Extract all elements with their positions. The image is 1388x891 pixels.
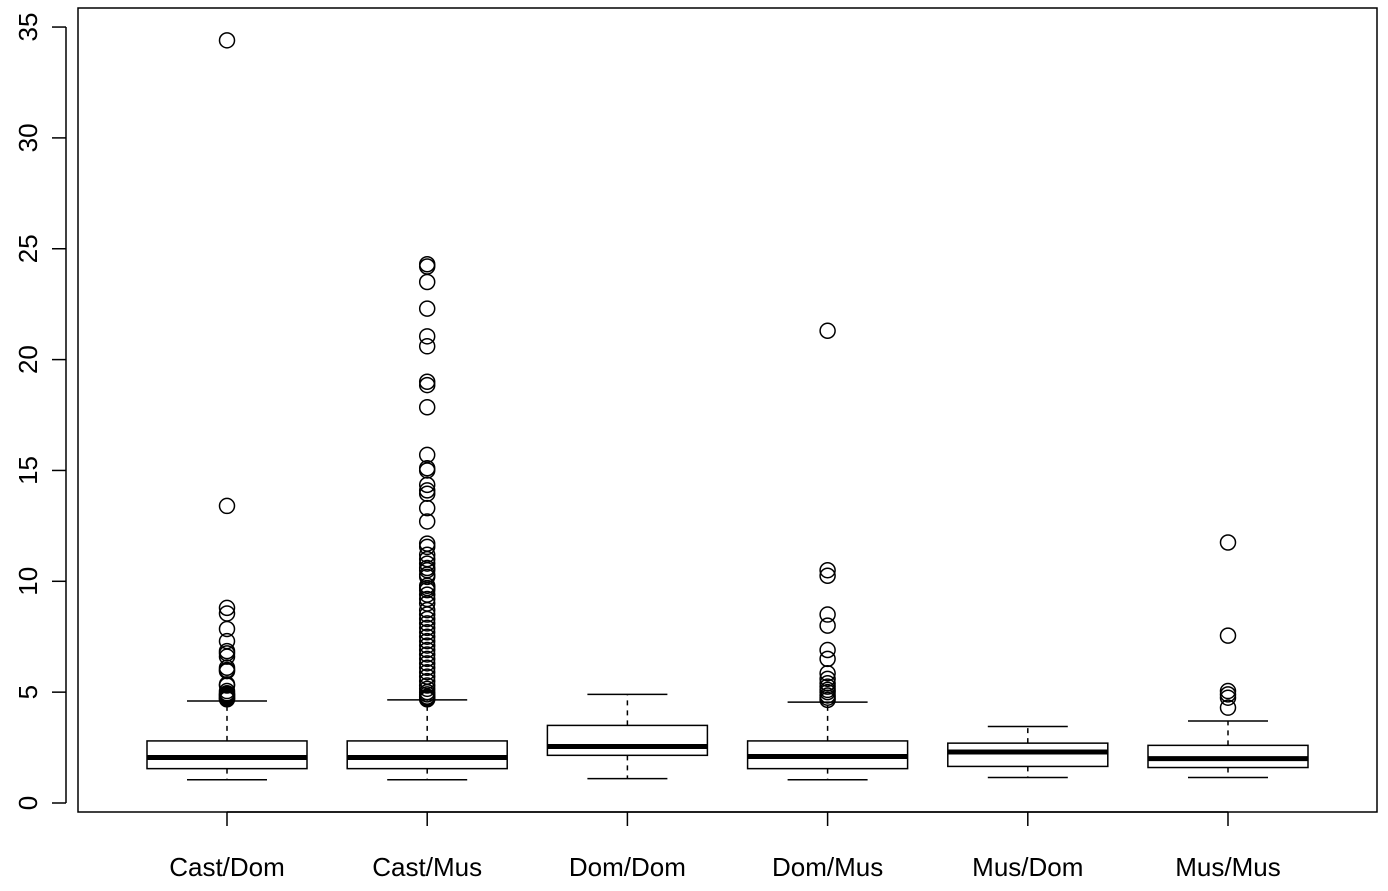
outlier-point <box>819 567 836 585</box>
outlier-point <box>819 691 836 709</box>
y-tick-label: 15 <box>13 456 43 485</box>
x-tick-label: Mus/Dom <box>972 852 1083 882</box>
y-axis: 0 5 10 15 20 25 30 35 <box>13 13 67 810</box>
x-axis: Cast/Dom Cast/Mus Dom/Dom Dom/Mus Mus/Dom Mus… <box>169 811 1281 882</box>
outlier-point <box>418 641 436 659</box>
outlier-point <box>418 624 436 641</box>
outlier-point <box>418 628 436 645</box>
y-tick-label: 20 <box>13 345 43 374</box>
outlier-point <box>418 568 436 586</box>
outlier-point <box>418 632 436 650</box>
outlier-point <box>418 485 436 502</box>
outlier-point <box>418 646 436 663</box>
outlier-point <box>418 610 436 628</box>
outlier-point <box>218 497 236 515</box>
box-group <box>146 32 308 781</box>
y-tick-label: 10 <box>13 567 43 596</box>
box-group <box>746 322 909 781</box>
iqr-box <box>146 740 308 770</box>
plot-area <box>77 7 1378 813</box>
x-tick-label: Dom/Mus <box>772 852 883 882</box>
outlier-point <box>218 599 236 617</box>
outlier-point <box>819 561 836 579</box>
outlier-point <box>418 581 436 599</box>
outlier-point <box>819 641 836 659</box>
iqr-box <box>947 742 1109 768</box>
outlier-point <box>418 655 436 672</box>
outlier-point <box>418 499 436 517</box>
outlier-point <box>819 650 836 668</box>
outlier-point <box>418 555 436 572</box>
outlier-point <box>418 601 436 619</box>
outlier-point <box>418 399 436 416</box>
boxes <box>146 32 1309 781</box>
outlier-point <box>819 606 836 623</box>
outlier-point <box>418 615 436 632</box>
outlier-point <box>218 677 236 694</box>
outlier-point <box>1219 682 1237 700</box>
outlier-point <box>1219 627 1237 644</box>
outlier-point <box>1219 699 1237 716</box>
plot-frame <box>77 7 1378 813</box>
outlier-point <box>418 300 436 317</box>
outlier-point <box>418 663 436 681</box>
y-tick-label: 5 <box>13 685 43 699</box>
outlier-point <box>418 476 436 494</box>
outlier-point <box>418 637 436 654</box>
outlier-point <box>819 322 836 340</box>
outlier-point <box>218 690 236 708</box>
outlier-point <box>418 338 436 355</box>
y-tick-label: 0 <box>13 796 43 810</box>
outlier-point <box>418 513 436 530</box>
outlier-point <box>418 606 436 623</box>
x-tick-label: Dom/Dom <box>569 852 686 882</box>
outlier-point <box>819 617 836 634</box>
outlier-point <box>418 538 436 556</box>
box-group <box>947 725 1109 779</box>
x-tick-label: Cast/Dom <box>169 852 285 882</box>
outlier-point <box>1219 689 1237 706</box>
box-group <box>346 256 508 781</box>
outlier-point <box>218 32 236 49</box>
outlier-point <box>418 619 436 637</box>
outlier-point <box>418 659 436 677</box>
outlier-point <box>418 650 436 668</box>
x-tick-label: Cast/Mus <box>372 852 482 882</box>
y-tick-label: 30 <box>13 123 43 152</box>
outlier-point <box>418 376 436 394</box>
iqr-box <box>346 740 508 770</box>
outlier-point <box>418 373 436 391</box>
outlier-point <box>418 273 436 291</box>
outlier-point <box>819 665 836 682</box>
x-tick-label: Mus/Mus <box>1175 852 1280 882</box>
outlier-point <box>418 328 436 345</box>
outlier-point <box>1219 534 1237 551</box>
iqr-box <box>546 724 709 757</box>
outlier-point <box>218 620 236 638</box>
y-tick-label: 25 <box>13 234 43 263</box>
y-tick-label: 35 <box>13 13 43 42</box>
outlier-point <box>819 670 836 688</box>
box-group <box>546 693 709 780</box>
box-group <box>1147 534 1309 779</box>
outlier-point <box>418 690 436 708</box>
